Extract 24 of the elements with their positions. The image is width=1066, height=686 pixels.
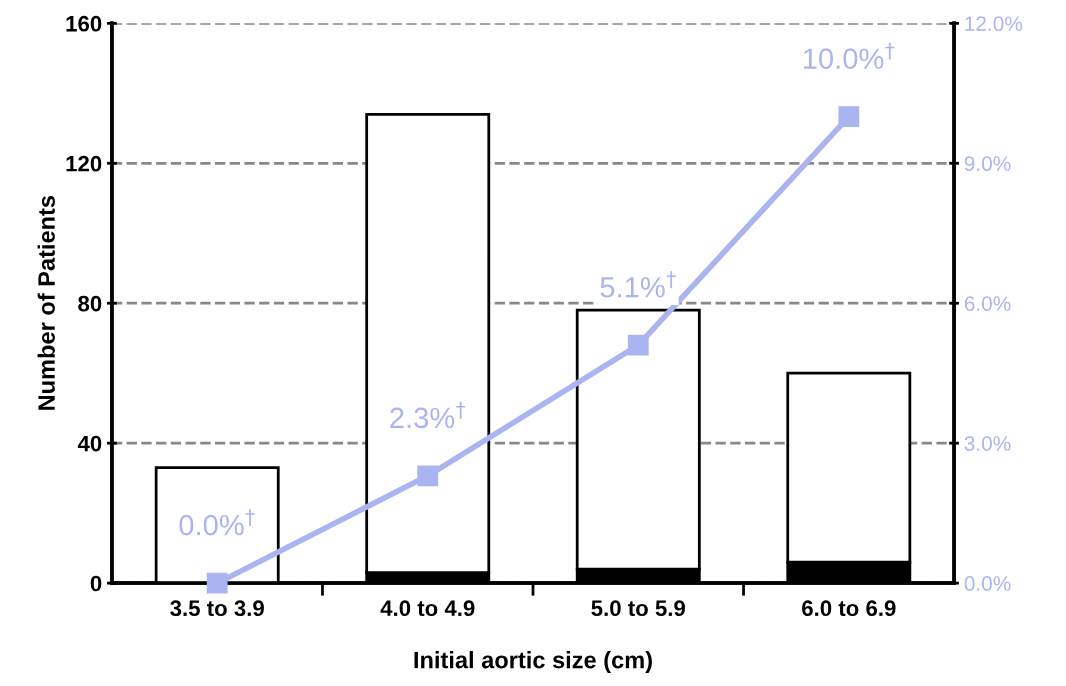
x-axis-title: Initial aortic size (cm)	[414, 651, 652, 674]
point	[627, 334, 649, 356]
data-label: 10.0%$^{†}$	[803, 42, 895, 69]
y2-tick-label: 12.0%	[965, 16, 1023, 32]
y-axis-title: Number of Patients	[37, 195, 55, 410]
point	[417, 465, 439, 487]
data-label: 0.0%$^{†}$	[179, 509, 255, 536]
data-label: 5.1%$^{†}$	[600, 271, 676, 298]
point	[838, 106, 860, 128]
y2-tick-label: 3.0%	[964, 436, 1011, 451]
y-tick-label: 40	[77, 435, 102, 452]
x-tick-label: 3.5 to 3.9	[170, 600, 264, 617]
x-tick-label: 5.0 to 5.9	[591, 600, 685, 617]
data-label: 2.3%$^{†}$	[390, 401, 466, 429]
y-tick-label: 120	[66, 155, 102, 172]
x-tick-label: 4.0 to 4.9	[380, 600, 475, 617]
y-tick-label: 80	[78, 295, 102, 312]
y2-tick-label: 0.0%	[964, 576, 1011, 591]
x-tick-label: 6.0 to 6.9	[802, 600, 896, 617]
y-tick-label: 160	[66, 15, 102, 32]
y2-tick-label: 9.0%	[964, 156, 1011, 172]
y2-tick-label: 6.0%	[964, 296, 1011, 311]
y-tick-label: 0	[90, 575, 102, 592]
point	[206, 572, 228, 594]
